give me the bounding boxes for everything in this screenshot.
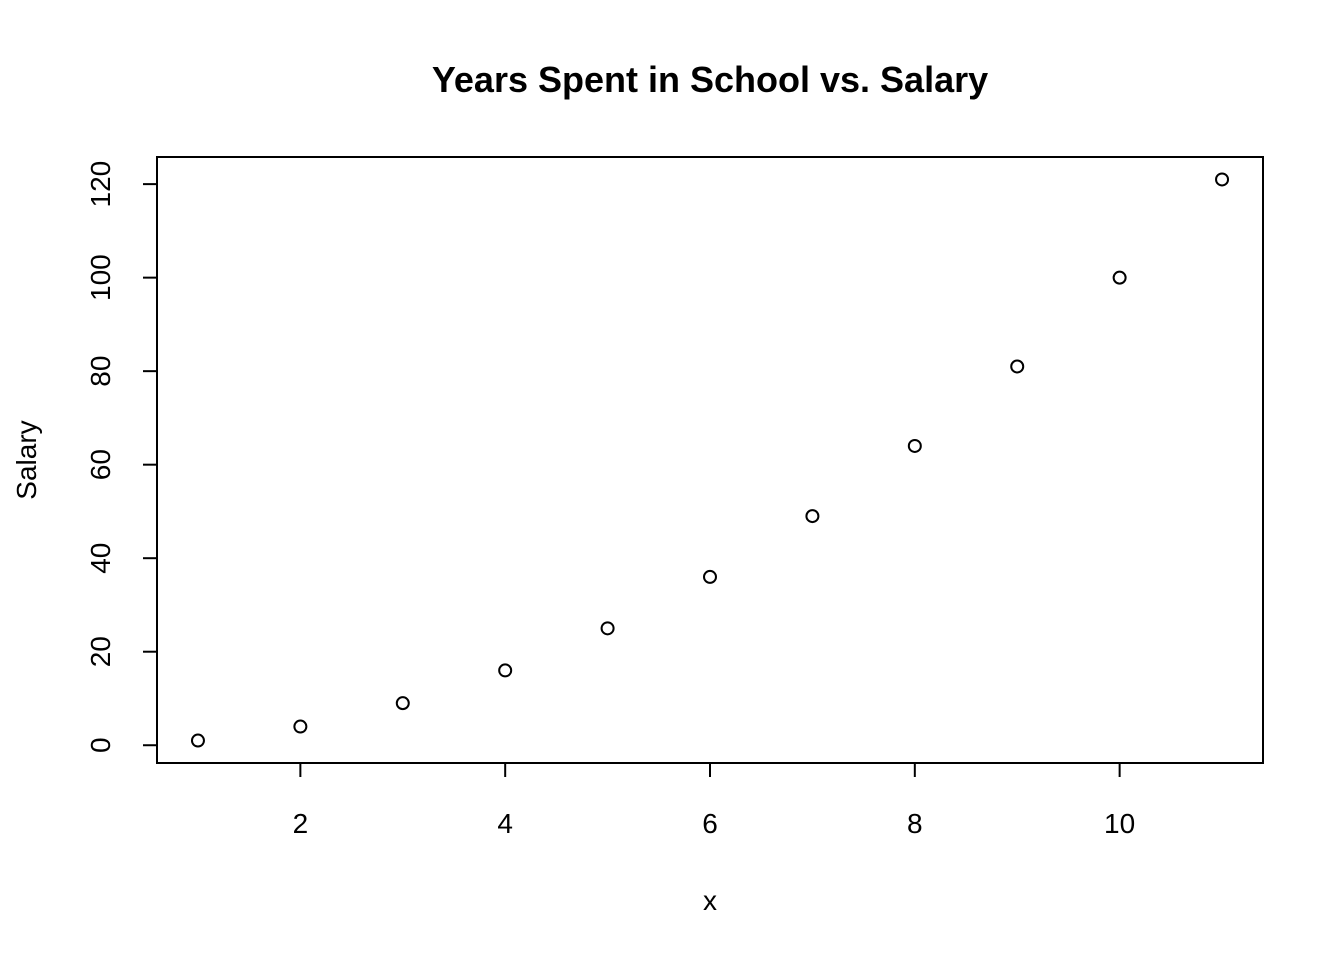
data-point	[190, 733, 205, 748]
data-point	[805, 509, 820, 524]
y-axis-label: Salary	[11, 420, 42, 499]
x-tick-label: 10	[1104, 808, 1135, 839]
y-tick-label: 40	[85, 543, 116, 574]
chart-title: Years Spent in School vs. Salary	[432, 59, 988, 100]
data-point	[703, 569, 717, 584]
data-point	[600, 621, 615, 636]
data-points	[190, 172, 1230, 748]
x-tick-label: 4	[497, 808, 513, 839]
data-point	[498, 663, 513, 678]
data-point	[293, 719, 308, 734]
x-tick-label: 8	[907, 808, 923, 839]
y-tick-label: 20	[85, 636, 116, 667]
y-axis: 0 20 40 60 80 100 120	[85, 161, 158, 753]
y-tick-label: 120	[85, 161, 116, 208]
data-point	[1112, 270, 1127, 285]
data-point	[907, 438, 922, 453]
y-tick-label: 80	[85, 356, 116, 387]
y-tick-label: 0	[85, 737, 116, 753]
x-tick-label: 2	[293, 808, 309, 839]
x-axis: 2 4 6 8 10	[293, 762, 1135, 839]
x-tick-label: 6	[702, 808, 718, 839]
data-point	[1010, 359, 1025, 374]
plot-area-border	[156, 156, 1264, 764]
data-point	[1215, 172, 1230, 187]
x-axis-label: x	[703, 885, 717, 916]
data-point	[395, 696, 410, 711]
y-tick-label: 60	[85, 449, 116, 480]
y-tick-label: 100	[85, 254, 116, 301]
